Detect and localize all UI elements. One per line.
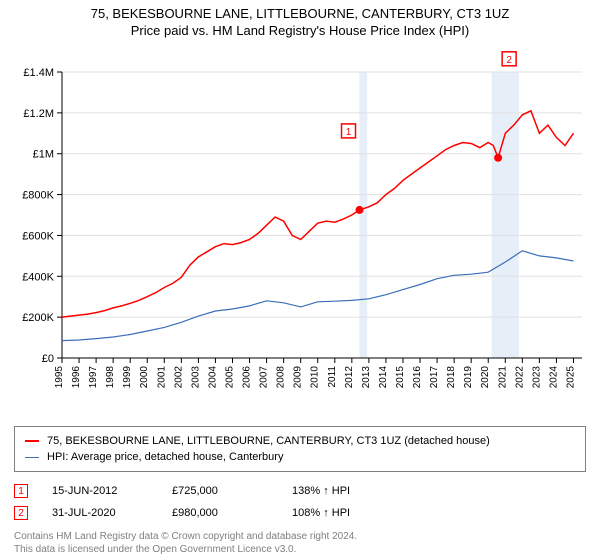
svg-text:2000: 2000 [139, 366, 150, 389]
svg-text:1999: 1999 [122, 366, 133, 389]
legend-label-1: HPI: Average price, detached house, Cant… [47, 451, 283, 463]
svg-text:1998: 1998 [105, 366, 116, 389]
svg-text:£400K: £400K [22, 271, 54, 283]
svg-text:2003: 2003 [190, 366, 201, 389]
svg-text:2005: 2005 [224, 366, 235, 389]
sale-row-2: 2 31-JUL-2020£980,000108% ↑ HPI [14, 502, 586, 524]
svg-text:2009: 2009 [293, 366, 304, 389]
svg-text:£0: £0 [42, 353, 54, 365]
sale-rows: 1 15-JUN-2012£725,000138% ↑ HPI 2 31-JUL-20… [14, 480, 586, 524]
sale-row-marker-2: 2 [14, 506, 28, 520]
svg-text:2023: 2023 [531, 366, 542, 389]
svg-text:2025: 2025 [565, 366, 576, 389]
footer-line1: Contains HM Land Registry data © Crown c… [14, 530, 586, 543]
svg-text:2017: 2017 [429, 366, 440, 389]
svg-text:2010: 2010 [310, 366, 321, 389]
svg-text:2022: 2022 [514, 366, 525, 389]
chart-svg: £0 £200K £400K £600K £800K £1M £1.2M £1.4M 1995 1… [14, 42, 586, 420]
legend-item-0: 75, BEKESBOURNE LANE, LITTLEBOURNE, CANT… [25, 433, 575, 449]
sale-label-2: 2 [506, 55, 512, 66]
svg-text:2012: 2012 [344, 366, 355, 389]
svg-text:2016: 2016 [412, 366, 423, 389]
svg-text:2018: 2018 [446, 366, 457, 389]
svg-text:2015: 2015 [395, 366, 406, 389]
svg-text:1995: 1995 [54, 366, 65, 389]
svg-text:1996: 1996 [71, 366, 82, 389]
svg-text:£1.2M: £1.2M [23, 108, 54, 120]
page: 75, BEKESBOURNE LANE, LITTLEBOURNE, CANT… [0, 0, 600, 560]
sale-relative-1: 138% ↑ HPI [292, 485, 350, 497]
legend-label-0: 75, BEKESBOURNE LANE, LITTLEBOURNE, CANT… [47, 435, 490, 447]
footer-line2: This data is licensed under the Open Gov… [14, 543, 586, 556]
chart-area: £0 £200K £400K £600K £800K £1M £1.2M £1.4M 1995 1… [14, 42, 586, 420]
footer-attribution: Contains HM Land Registry data © Crown c… [14, 530, 586, 556]
sale-row-1: 1 15-JUN-2012£725,000138% ↑ HPI [14, 480, 586, 502]
sale-row-marker-1: 1 [14, 484, 28, 498]
title-line2: Price paid vs. HM Land Registry's House … [14, 23, 586, 38]
svg-text:2004: 2004 [207, 366, 218, 389]
svg-text:2007: 2007 [259, 366, 270, 389]
svg-text:2001: 2001 [156, 366, 167, 389]
svg-text:1997: 1997 [88, 366, 99, 389]
svg-text:2013: 2013 [361, 366, 372, 389]
svg-text:£200K: £200K [22, 312, 54, 324]
legend-swatch-0 [25, 440, 39, 442]
legend-box: 75, BEKESBOURNE LANE, LITTLEBOURNE, CANT… [14, 426, 586, 472]
svg-text:£1.4M: £1.4M [23, 67, 54, 79]
legend-swatch-1 [25, 457, 39, 458]
svg-text:2002: 2002 [173, 366, 184, 389]
svg-text:2020: 2020 [480, 366, 491, 389]
svg-text:2019: 2019 [463, 366, 474, 389]
svg-text:2008: 2008 [276, 366, 287, 389]
sale-price-1: £725,000 [172, 485, 292, 497]
legend-item-1: HPI: Average price, detached house, Cant… [25, 449, 575, 465]
sale-label-1: 1 [346, 127, 352, 138]
svg-text:2006: 2006 [242, 366, 253, 389]
sale-date-2: 31-JUL-2020 [52, 507, 172, 519]
svg-text:2011: 2011 [327, 366, 338, 388]
sale-date-1: 15-JUN-2012 [52, 485, 172, 497]
sale-relative-2: 108% ↑ HPI [292, 507, 350, 519]
title-line1: 75, BEKESBOURNE LANE, LITTLEBOURNE, CANT… [14, 6, 586, 21]
chart-header: 75, BEKESBOURNE LANE, LITTLEBOURNE, CANT… [14, 6, 586, 38]
svg-text:2014: 2014 [378, 366, 389, 389]
sale-price-2: £980,000 [172, 507, 292, 519]
svg-text:2021: 2021 [497, 366, 508, 389]
sale-dot-2 [494, 154, 502, 162]
sale-dot-1 [356, 206, 364, 214]
svg-text:£800K: £800K [22, 190, 54, 202]
svg-text:2024: 2024 [548, 366, 559, 389]
svg-text:£1M: £1M [33, 149, 54, 161]
svg-text:£600K: £600K [22, 230, 54, 242]
